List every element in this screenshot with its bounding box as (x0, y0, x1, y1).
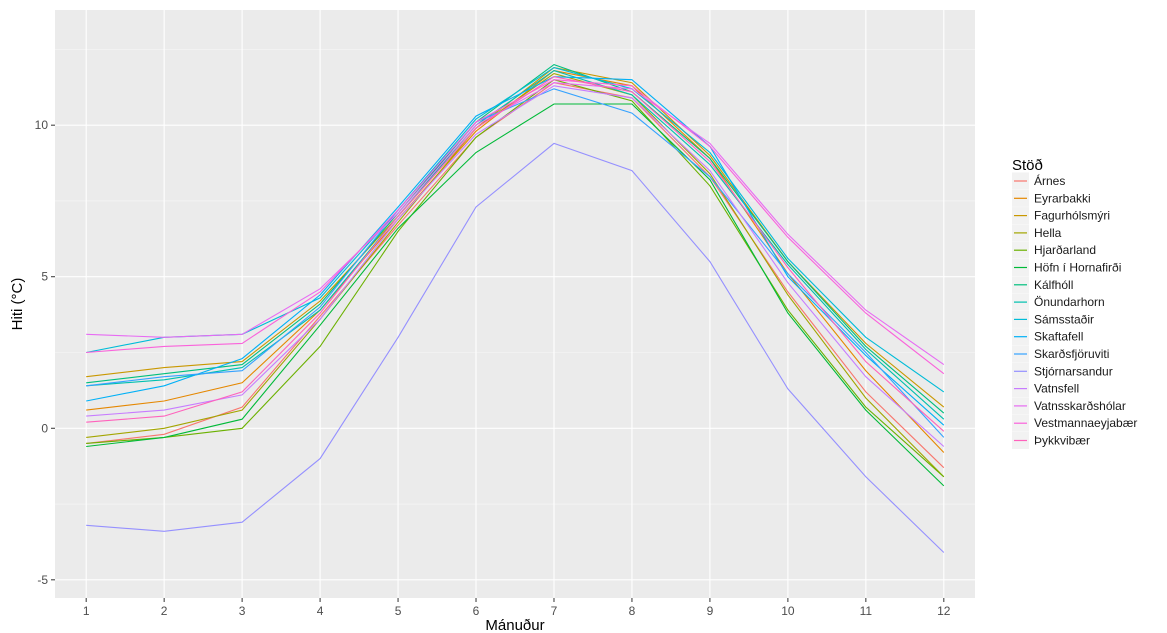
x-tick-label: 12 (937, 604, 951, 618)
y-tick-label: -5 (37, 573, 48, 587)
legend-label: Vestmannaeyjabær (1034, 416, 1137, 430)
legend-label: Hjarðarland (1034, 243, 1096, 257)
x-tick-label: 8 (629, 604, 636, 618)
legend-label: Fagurhólsmýri (1034, 209, 1110, 223)
y-axis: -5 0 5 10 (35, 118, 55, 587)
x-tick-label: 7 (551, 604, 558, 618)
y-axis-title: Hiti (°C) (9, 278, 26, 331)
y-tick-label: 5 (41, 270, 48, 284)
x-tick-label: 3 (239, 604, 246, 618)
series-line (86, 76, 945, 432)
legend-label: Höfn í Hornafirði (1034, 261, 1121, 275)
y-tick-label: 0 (41, 421, 48, 435)
series-line (86, 142, 945, 553)
minor-gridlines (55, 49, 975, 505)
series-line (86, 79, 945, 478)
legend-label: Kálfhóll (1034, 278, 1073, 292)
series-line (86, 76, 945, 426)
series-line (86, 85, 945, 447)
legend-label: Skaftafell (1034, 330, 1083, 344)
legend-label: Eyrarbakki (1034, 191, 1091, 205)
x-axis-title: Mánuður (485, 617, 544, 633)
legend-title: Stöð (1012, 157, 1043, 174)
x-tick-label: 2 (161, 604, 168, 618)
legend-label: Árnes (1034, 173, 1065, 188)
series-line (86, 103, 945, 487)
legend-items: Árnes Eyrarbakki Fagurhólsmýri Hella Hjarðar… (1012, 172, 1137, 449)
legend-label: Vatnsskarðshólar (1034, 399, 1126, 413)
legend-label: Stjórnarsandur (1034, 364, 1113, 378)
series-line (86, 79, 945, 375)
x-tick-label: 11 (860, 604, 873, 618)
legend-label: Hella (1034, 226, 1062, 240)
series-lines (86, 63, 945, 553)
y-tick-label: 10 (35, 118, 49, 132)
major-gridlines (55, 10, 975, 598)
series-line (86, 88, 945, 438)
legend-label: Þykkvibær (1034, 434, 1090, 448)
legend-label: Skarðsfjöruviti (1034, 347, 1109, 361)
x-axis: 1 2 3 4 5 6 7 8 9 10 11 12 (83, 598, 951, 618)
series-line (86, 69, 945, 420)
x-tick-label: 9 (707, 604, 714, 618)
legend-label: Vatnsfell (1034, 382, 1079, 396)
x-tick-label: 5 (395, 604, 402, 618)
x-tick-label: 1 (83, 604, 90, 618)
legend-label: Sámsstaðir (1034, 312, 1094, 326)
x-tick-label: 10 (781, 604, 795, 618)
legend: Stöð Árnes Eyrarbakki Fagurhólsmýri Hella Hj… (1012, 157, 1137, 449)
x-tick-label: 6 (473, 604, 480, 618)
series-line (86, 82, 945, 366)
legend-label: Önundarhorn (1034, 295, 1105, 309)
x-tick-label: 4 (317, 604, 324, 618)
